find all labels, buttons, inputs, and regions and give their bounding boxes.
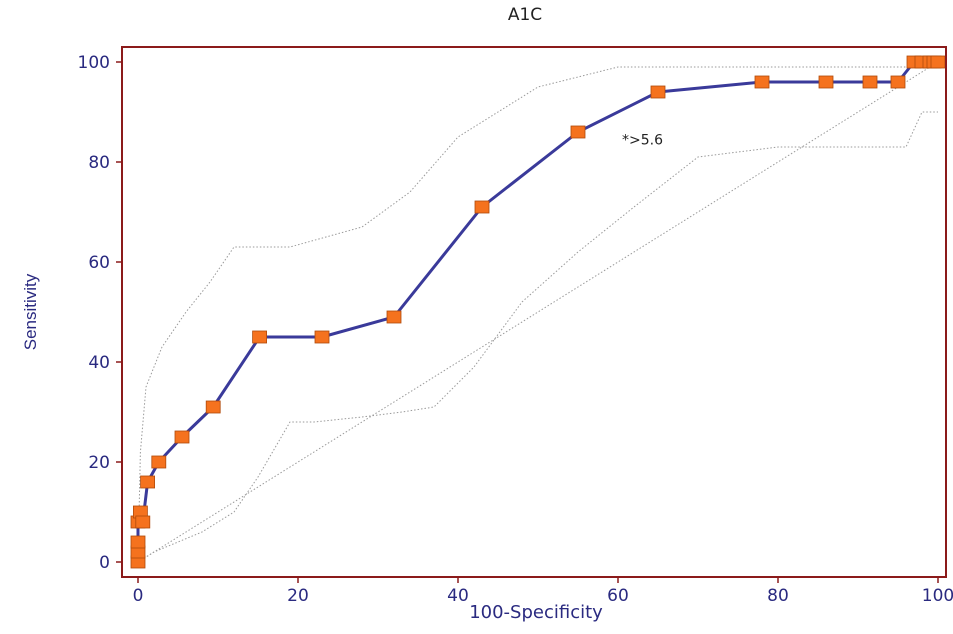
- roc-point: [570, 125, 586, 139]
- y-tick-label: 100: [78, 53, 110, 73]
- roc-point: [890, 75, 906, 89]
- y-tick-label: 20: [88, 453, 110, 473]
- roc-point: [205, 400, 221, 414]
- roc-point: [474, 200, 490, 214]
- reference-diagonal-line: [137, 61, 939, 563]
- roc-point: [650, 85, 666, 99]
- roc-markers: [130, 55, 946, 569]
- y-tick-label: 40: [88, 353, 110, 373]
- x-tick-label: 60: [607, 586, 629, 606]
- y-tick-label: 80: [88, 153, 110, 173]
- x-tick-label: 0: [133, 586, 144, 606]
- roc-point: [930, 55, 946, 69]
- x-tick-label: 80: [767, 586, 789, 606]
- roc-point: [818, 75, 834, 89]
- x-tick-label: 40: [447, 586, 469, 606]
- roc-point: [130, 535, 146, 549]
- y-tick-label: 60: [88, 253, 110, 273]
- roc-point: [252, 330, 268, 344]
- roc-point: [314, 330, 330, 344]
- confidence-bands: [137, 61, 939, 563]
- y-axis-label: Sensitivity: [21, 273, 40, 350]
- y-tick-label: 0: [99, 553, 110, 573]
- roc-point: [754, 75, 770, 89]
- cutoff-annotation: *>5.6: [622, 133, 663, 149]
- roc-point: [174, 430, 190, 444]
- chart-title: A1C: [508, 5, 542, 25]
- annotations: *>5.6: [622, 133, 663, 149]
- x-tick-label: 100: [922, 586, 953, 606]
- confidence-upper-line: [137, 61, 939, 563]
- roc-point: [386, 310, 402, 324]
- roc-point: [140, 475, 156, 489]
- x-axis: 0 20 40 60 80 100: [133, 577, 953, 606]
- plot-frame: [121, 46, 947, 578]
- roc-point: [862, 75, 878, 89]
- x-axis-label: 100-Specificity: [469, 602, 603, 623]
- y-axis: 0 20 40 60 80 100: [78, 53, 122, 573]
- roc-point: [135, 515, 151, 529]
- roc-point: [151, 455, 167, 469]
- x-tick-label: 20: [287, 586, 309, 606]
